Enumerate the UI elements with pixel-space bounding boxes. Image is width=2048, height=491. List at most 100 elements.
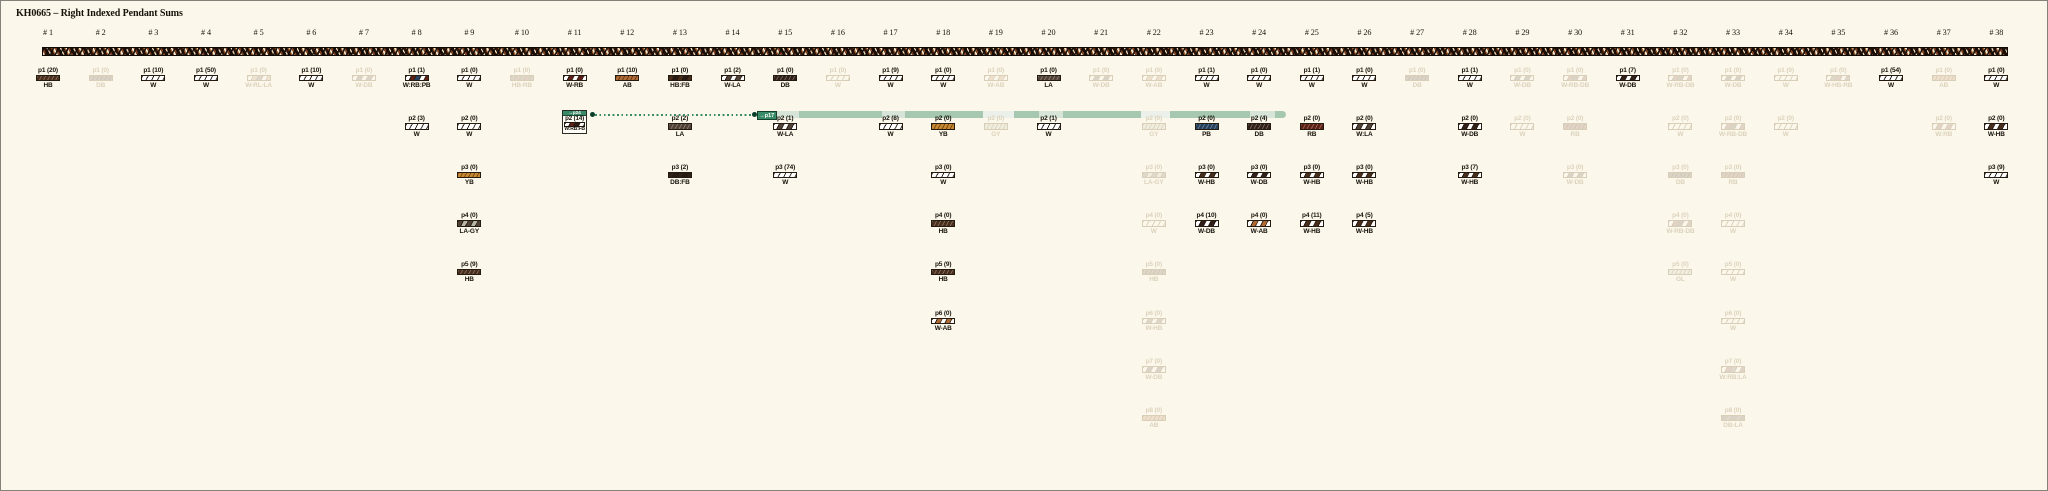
pendant: p2 (0) PB [1185,115,1229,138]
pendant: p1 (10) W [131,67,175,90]
pendant-color-code: HB [1149,276,1159,284]
pendant-cord-bar [931,123,956,130]
sum-source-pendant: →p24 p2 (14) W:RB:FB [561,110,588,134]
pendant-color-code: W-AB [987,81,1005,89]
pendant-cord-bar [931,268,956,276]
pendant-color-code: W-HB [1145,324,1163,332]
pendant-id-label: p3 (2) [671,163,689,171]
pendant-color-code: W-DB [1461,130,1479,138]
pendant-cord-bar [1141,123,1166,130]
pendant: p3 (0) W-DB [1237,164,1281,187]
column-header: # 9 [464,28,475,37]
pendant: p2 (8) W [869,115,913,138]
pendant-cord-bar [1615,74,1640,81]
pendant: p4 (0) W [1132,212,1176,235]
sum-band-segment [1014,111,1039,118]
pendant-cord-bar [1194,171,1219,179]
pendant-cord-bar [825,74,850,81]
pendant-cord-bar [983,123,1008,130]
pendant-id-label: p1 (20) [38,66,58,74]
pendant-cord-bar [1984,74,2009,81]
pendant: p5 (9) HB [921,261,965,284]
pendant-color-code: W [1361,81,1368,89]
pendant-cord-bar [1141,414,1166,422]
column-header: # 32 [1673,28,1688,37]
pendant-id-label: p2 (0) [1145,115,1163,123]
pendant-cord-bar [1931,123,1956,130]
pendant-cord-bar [1194,74,1219,81]
sum-band-segment [1250,111,1275,118]
pendant-id-label: p1 (0) [92,66,109,74]
pendant-cord-bar [1457,171,1482,179]
pendant-id-label: p2 (0) [1724,115,1742,123]
pendant-cord-bar [1668,220,1693,227]
pendant-color-code: YB [464,179,474,187]
pendant-id-label: p1 (0) [1935,66,1952,74]
pendant-id-label: p2 (8) [882,115,899,123]
pendant-id-label: p1 (0) [1040,66,1057,74]
pendant-cord-bar [983,74,1008,81]
pendant: p2 (4) DB [1237,115,1281,138]
pendant-cord-bar [1773,74,1798,81]
column-header: # 17 [883,28,898,37]
pendant: p4 (0) LA-GY [447,212,491,235]
pendant: p3 (7) W-HB [1448,164,1492,187]
pendant-id-label: p2 (14) [565,114,585,122]
pendant-color-code: GY [1149,130,1159,138]
pendant-color-code: W [887,130,894,138]
pendant-id-label: p2 (0) [1356,115,1373,123]
pendant-color-code: PB [1202,130,1211,138]
pendant-color-code: W [1150,227,1157,235]
pendant-color-code: W [1519,130,1526,138]
pendant-color-code: W-AB [1145,81,1163,89]
pendant-cord-bar [1984,123,2009,130]
pendant-id-label: p3 (0) [461,163,478,171]
pendant-cord-bar [1247,171,1272,179]
pendant-color-code: W-RB [566,81,584,89]
pendant: p4 (11) W-HB [1290,212,1334,235]
pendant-id-label: p6 (0) [1724,309,1742,317]
pendant-cord-bar [931,171,956,179]
pendant-id-label: p1 (10) [301,66,322,74]
pendant-cord-bar [1352,74,1377,81]
pendant-cord-bar [1721,268,1745,276]
pendant-id-label: p1 (0) [1092,66,1110,74]
pendant-color-code: W-HB [1303,227,1321,235]
pendant-id-label: p2 (0) [1777,115,1794,123]
column-header: # 19 [988,28,1003,37]
pendant-cord-bar [1036,74,1061,81]
pendant-cord-bar [1457,74,1482,81]
pendant: p8 (0) AB [1132,407,1176,430]
pendant-color-code: W-DB [1092,81,1110,89]
pendant-id-label: p3 (0) [1198,163,1215,171]
pendant: p1 (0) DB [763,67,807,90]
pendant-color-code: W:RB:LA [1719,373,1747,381]
pendant-id-label: p2 (0) [461,115,478,123]
pendant-id-label: p5 (9) [934,261,952,268]
pendant-id-label: p7 (0) [1724,358,1742,366]
pendant-cord-bar [1879,74,1903,81]
sum-band-segment [905,111,983,118]
pendant: p8 (0) DB-LA [1711,407,1755,430]
pendant-color-code: DB [1675,179,1685,187]
column-header: # 35 [1831,28,1846,37]
pendant: p2 (0) RB [1290,115,1334,138]
pendant-color-code: AB [1149,422,1159,430]
pendant-cord-bar [1931,74,1956,81]
pendant-color-code: W:LA [1356,130,1373,138]
pendant-id-label: p3 (74) [775,163,796,171]
pendant-color-code: GL [1676,276,1685,284]
sum-dotted-connector [595,113,752,116]
pendant-cord-bar [1773,123,1798,130]
pendant-color-code: W [1730,227,1736,235]
pendant-cord-bar [931,220,956,227]
pendant-id-label: p2 (4) [1250,115,1268,123]
pendant-id-label: p1 (1) [1303,66,1321,74]
pendant-id-label: p2 (0) [1672,115,1689,123]
pendant: p1 (0) AB [1922,67,1966,90]
pendant: p5 (9) HB [447,261,491,284]
pendant: p4 (0) HB [921,212,965,235]
pendant-id-label: p2 (1) [1040,115,1057,123]
pendant-color-code: AB [1939,81,1949,89]
column-header: # 12 [620,28,635,37]
